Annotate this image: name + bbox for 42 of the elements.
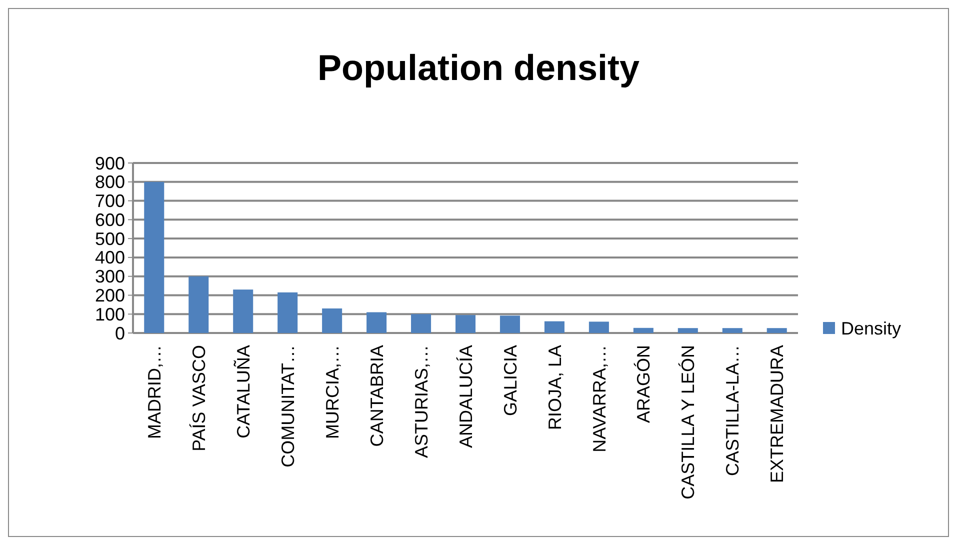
y-tick-label: 900 (94, 153, 125, 174)
chart-title: Population density (317, 47, 640, 88)
x-tick-label: EXTREMADURA (767, 345, 788, 484)
bar (233, 290, 254, 333)
y-tick-label: 400 (94, 248, 125, 268)
x-tick-label: CANTABRIA (366, 345, 387, 447)
y-tick-label: 500 (94, 228, 125, 249)
y-tick-label: 200 (94, 286, 125, 306)
y-tick-label: 0 (114, 323, 125, 344)
legend-label: Density (841, 318, 902, 338)
x-tick-label: ANDALUCÍA (456, 345, 476, 448)
y-tick-label: 800 (94, 172, 125, 192)
x-tick-label: CASTILLA Y LEÓN (678, 345, 698, 500)
x-tick-label: MURCIA,… (322, 345, 342, 439)
bar (411, 314, 432, 333)
bar (144, 182, 164, 333)
x-tick-label: ARAGÓN (634, 345, 654, 424)
x-tick-label: CASTILLA-LA… (722, 345, 743, 476)
x-tick-label: PAÍS VASCO (188, 345, 209, 452)
y-tick-label: 100 (94, 304, 125, 324)
bar (588, 322, 609, 333)
bar (633, 328, 654, 333)
x-tick-label: COMUNITAT… (278, 345, 298, 468)
y-tick-label: 600 (94, 210, 125, 230)
x-tick-label: MADRID,… (144, 345, 164, 439)
y-tick-label: 700 (94, 191, 125, 212)
x-tick-label: ASTURIAS,… (411, 345, 432, 458)
bar (188, 276, 209, 333)
bar (366, 312, 387, 333)
x-tick-label: GALICIA (500, 345, 520, 416)
x-tick-label: CATALUÑA (233, 345, 254, 438)
x-tick-label: NAVARRA,… (589, 345, 610, 452)
bar (500, 316, 520, 333)
y-tick-label: 300 (94, 266, 125, 287)
x-tick-label: RIOJA, LA (544, 345, 565, 430)
bar (678, 328, 698, 333)
bar (278, 292, 298, 333)
bar (455, 315, 476, 333)
bar (722, 328, 742, 333)
bar (766, 328, 787, 333)
bar (544, 321, 564, 333)
bar (322, 308, 342, 333)
